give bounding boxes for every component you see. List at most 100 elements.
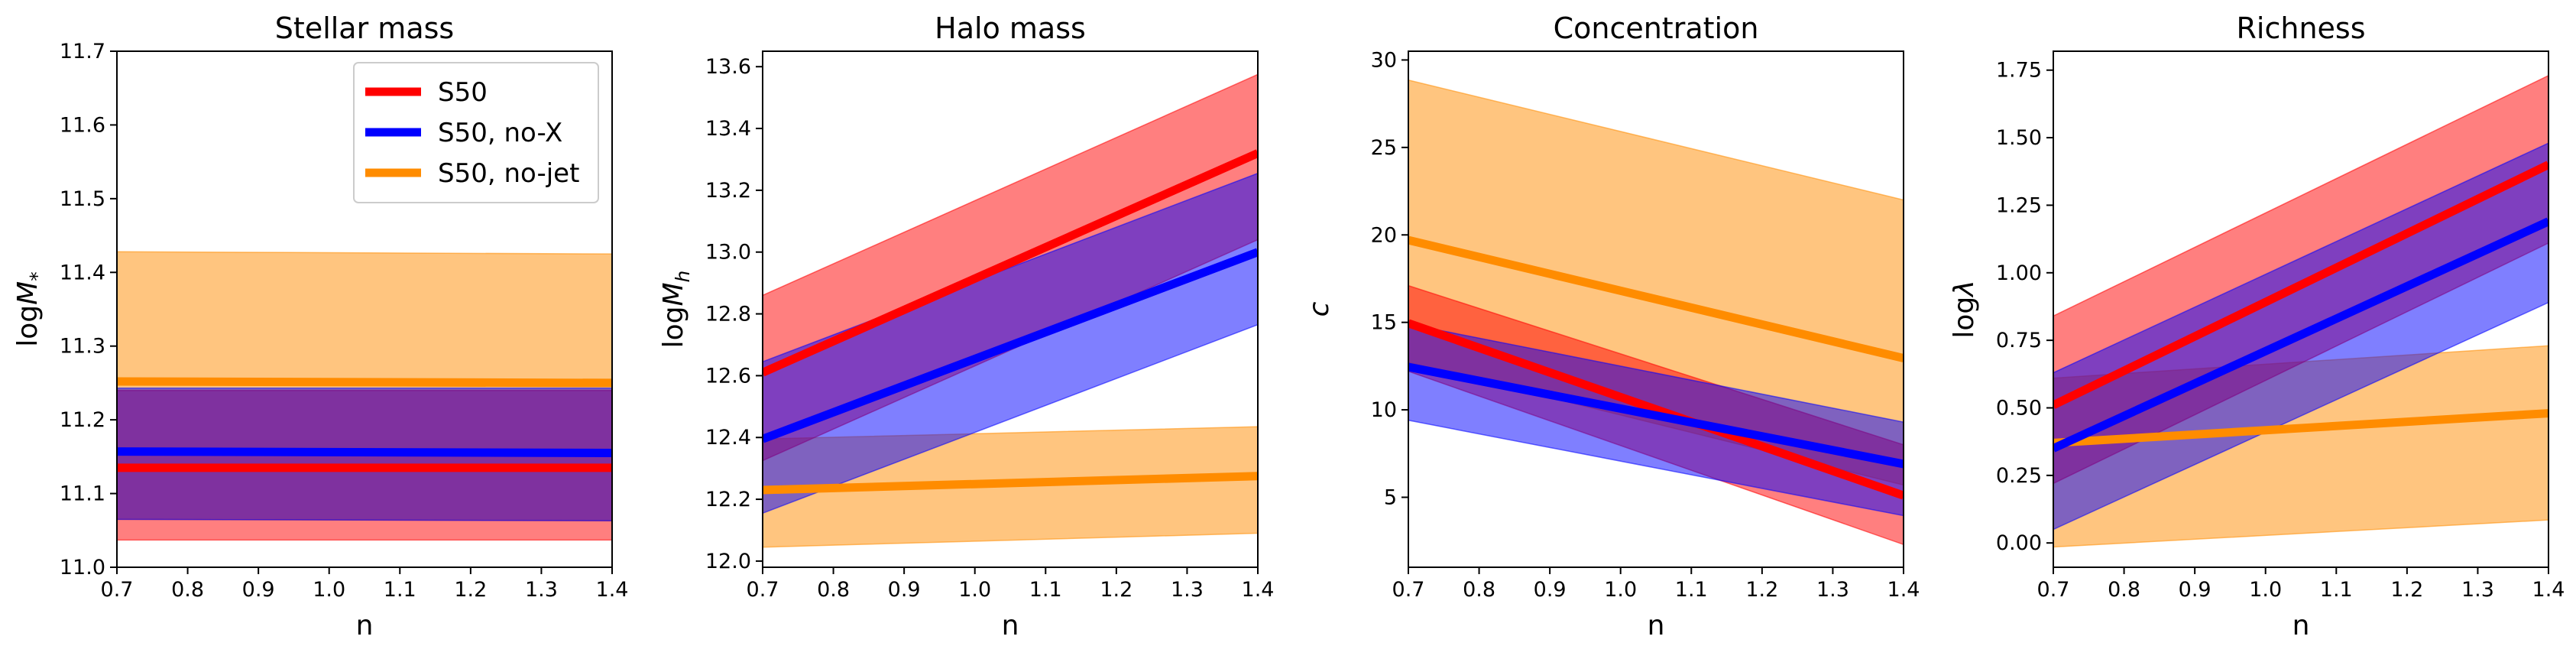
x-axis-label: n bbox=[1648, 610, 1665, 641]
x-tick-label: 0.7 bbox=[101, 578, 134, 602]
x-tick-label: 1.1 bbox=[384, 578, 416, 602]
series-line-s50-no-x bbox=[763, 248, 1258, 443]
axes-frame bbox=[116, 50, 613, 568]
x-tick-label: 0.8 bbox=[817, 578, 850, 602]
x-tick-label: 1.3 bbox=[525, 578, 558, 602]
series-line-s50-no-x bbox=[1408, 362, 1904, 469]
plot-area bbox=[2053, 74, 2548, 548]
x-tick-label: 1.4 bbox=[596, 578, 629, 602]
y-axis-label: logM* bbox=[12, 271, 48, 346]
y-tick-label: 5 bbox=[1384, 485, 1397, 509]
y-tick-label: 25 bbox=[1371, 136, 1397, 160]
x-tick-label: 1.4 bbox=[2532, 578, 2565, 602]
y-tick-label: 12.2 bbox=[705, 488, 751, 511]
y-tick-label: 11.1 bbox=[60, 482, 105, 506]
x-tick-label: 1.2 bbox=[1100, 578, 1132, 602]
y-tick-label: 1.00 bbox=[1996, 261, 2042, 285]
y-tick-label: 11.6 bbox=[60, 113, 105, 137]
x-tick-label: 1.0 bbox=[1604, 578, 1637, 602]
y-tick-label: 13.4 bbox=[705, 117, 751, 141]
y-axis-label: logMh bbox=[658, 271, 694, 349]
x-tick-label: 0.9 bbox=[1534, 578, 1567, 602]
panel-title: Concentration bbox=[1554, 11, 1759, 45]
y-tick-label: 11.4 bbox=[60, 261, 105, 284]
x-tick-label: 1.3 bbox=[1171, 578, 1204, 602]
series-line-s50-no-x bbox=[117, 447, 612, 458]
y-label-var: c bbox=[1304, 301, 1335, 317]
panel-stellar-mass: 0.7 0.8 0.9 1.0 1.1 1.2 1.3 1.4 11.0 11.1 11.2 11.3… bbox=[12, 11, 628, 641]
y-label-sub: * bbox=[26, 271, 48, 281]
y-label-sub: h bbox=[672, 271, 694, 283]
x-tick-label: 1.3 bbox=[2461, 578, 2494, 602]
x-tick-label: 0.8 bbox=[171, 578, 204, 602]
y-tick-label: 1.75 bbox=[1996, 59, 2042, 83]
series-line-s50 bbox=[1408, 319, 1904, 500]
x-tick-label: 0.9 bbox=[888, 578, 921, 602]
y-tick-label: 13.0 bbox=[705, 241, 751, 265]
x-axis-label: n bbox=[1002, 610, 1019, 641]
x-axis-label: n bbox=[2292, 610, 2310, 641]
x-tick-label: 1.2 bbox=[1745, 578, 1778, 602]
y-tick-label: 11.2 bbox=[60, 408, 105, 432]
y-axis-label: logλ bbox=[1949, 280, 1980, 338]
legend-label-s50-no-x: S50, no-X bbox=[438, 118, 562, 148]
panel-title: Halo mass bbox=[935, 11, 1086, 45]
x-tick-label: 1.0 bbox=[2249, 578, 2282, 602]
x-tick-label: 1.4 bbox=[1242, 578, 1275, 602]
x-tick-label: 0.9 bbox=[242, 578, 275, 602]
x-tick-label: 1.1 bbox=[1029, 578, 1062, 602]
y-tick-label: 1.50 bbox=[1996, 126, 2042, 150]
y-tick-label: 12.4 bbox=[705, 426, 751, 450]
x-tick-label: 0.8 bbox=[2108, 578, 2140, 602]
y-tick-label: 0.00 bbox=[1996, 531, 2042, 555]
legend-label-s50: S50 bbox=[438, 77, 488, 108]
x-tick-label: 1.2 bbox=[454, 578, 487, 602]
panel-halo-mass: 0.7 0.8 0.9 1.0 1.1 1.2 1.3 1.4 12.0 12.2 12.4 12.6… bbox=[658, 11, 1274, 641]
y-tick-label: 10 bbox=[1371, 398, 1397, 422]
y-tick-label: 15 bbox=[1371, 311, 1397, 335]
series-line-s50-no-jet bbox=[2053, 409, 2548, 447]
legend-box bbox=[353, 62, 599, 203]
y-label-var: λ bbox=[1949, 280, 1980, 297]
axes-frame bbox=[1408, 50, 1904, 568]
x-axis-label: n bbox=[356, 610, 374, 641]
y-tick-label: 0.50 bbox=[1996, 396, 2042, 420]
plot-area bbox=[117, 251, 612, 541]
y-label-base: log bbox=[1949, 297, 1980, 339]
x-tick-label: 0.9 bbox=[2179, 578, 2211, 602]
x-tick-label: 1.0 bbox=[958, 578, 991, 602]
axes-frame bbox=[762, 50, 1259, 568]
panel-title: Stellar mass bbox=[275, 11, 454, 45]
series-line-s50-no-jet bbox=[763, 472, 1258, 495]
x-tick-label: 0.7 bbox=[1392, 578, 1425, 602]
y-tick-label: 11.0 bbox=[60, 556, 105, 579]
y-tick-label: 12.6 bbox=[705, 364, 751, 388]
y-tick-label: 0.75 bbox=[1996, 329, 2042, 352]
band-s50-no-x bbox=[1408, 323, 1904, 517]
series-line-s50 bbox=[2053, 161, 2548, 409]
y-tick-label: 30 bbox=[1371, 48, 1397, 72]
axes-frame bbox=[2053, 50, 2549, 568]
y-label-var: M bbox=[658, 282, 689, 306]
series-line-s50-no-jet bbox=[117, 377, 612, 388]
x-tick-label: 0.8 bbox=[1463, 578, 1495, 602]
x-tick-label: 0.7 bbox=[747, 578, 779, 602]
panel-concentration: 0.7 0.8 0.9 1.0 1.1 1.2 1.3 1.4 5 10 15 20 25 30 Conce… bbox=[1304, 11, 1920, 641]
x-tick-label: 1.4 bbox=[1887, 578, 1920, 602]
series-line-s50-no-jet bbox=[1408, 235, 1904, 362]
y-tick-label: 13.6 bbox=[705, 55, 751, 79]
y-tick-label: 11.5 bbox=[60, 187, 105, 211]
x-tick-label: 1.0 bbox=[313, 578, 345, 602]
legend-label-s50-no-jet: S50, no-jet bbox=[438, 158, 579, 189]
x-tick-label: 1.1 bbox=[2320, 578, 2353, 602]
y-tick-label: 13.2 bbox=[705, 179, 751, 203]
y-tick-label: 12.0 bbox=[705, 550, 751, 573]
y-tick-label: 11.3 bbox=[60, 335, 105, 359]
y-tick-label: 20 bbox=[1371, 223, 1397, 247]
y-tick-label: 11.7 bbox=[60, 40, 105, 63]
y-label-base: log bbox=[12, 305, 44, 347]
legend: S50 S50, no-X S50, no-jet bbox=[353, 62, 599, 203]
series-line-s50 bbox=[763, 149, 1258, 377]
